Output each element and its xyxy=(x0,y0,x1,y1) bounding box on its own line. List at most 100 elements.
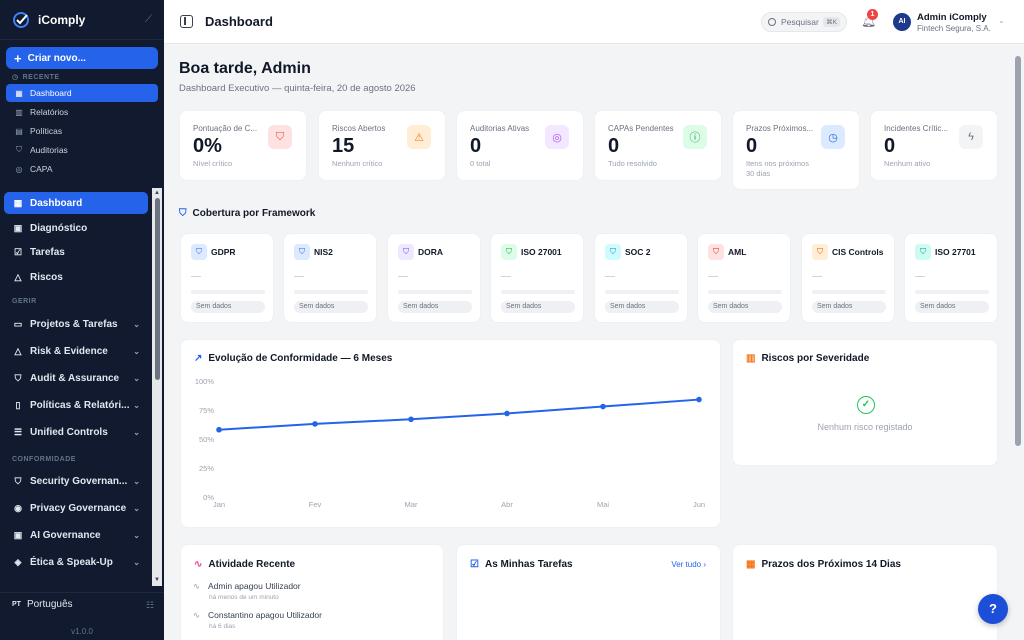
nav-tarefas[interactable]: ☑ Tarefas xyxy=(4,241,148,263)
deadlines-title-text: Prazos dos Próximos 14 Dias xyxy=(761,559,901,570)
chevron-down-icon: ⌄ xyxy=(133,427,140,437)
nav-ai-governance[interactable]: ▣ AI Governance ⌄ xyxy=(4,524,148,546)
nav-risk-evidence[interactable]: △ Risk & Evidence ⌄ xyxy=(4,340,148,362)
nav-label: Audit & Assurance xyxy=(30,372,120,384)
data-point[interactable] xyxy=(408,416,414,423)
kpi-sub: Tudo resolvido xyxy=(608,159,657,168)
warning-icon: △ xyxy=(14,345,22,356)
data-point[interactable] xyxy=(696,396,702,403)
framework-card-iso27701[interactable]: ⛉ ISO 27701 Sem dados xyxy=(904,233,998,323)
activity-item[interactable]: ∿ Constantino apagou Utilizador xyxy=(193,610,322,621)
nav-security-governance[interactable]: ⛉ Security Governan... ⌄ xyxy=(4,470,148,492)
recent-item-relatorios[interactable]: ▥ Relatórios xyxy=(6,103,158,121)
nav-audit-assurance[interactable]: ⛉ Audit & Assurance ⌄ xyxy=(4,367,148,389)
kpi-card-open-risks[interactable]: Riscos Abertos 15 Nenhum crítico ⚠︎ xyxy=(318,110,446,181)
framework-card-iso27001[interactable]: ⛉ ISO 27001 Sem dados xyxy=(490,233,584,323)
nav-label: Tarefas xyxy=(30,246,65,258)
help-button[interactable]: ? xyxy=(978,594,1008,624)
nav-label: Risk & Evidence xyxy=(30,345,108,357)
warning-icon: ⚠︎ xyxy=(407,125,431,149)
chevron-down-icon[interactable]: ⌄ xyxy=(998,16,1005,25)
frameworks-section-title: ⛉ Cobertura por Framework xyxy=(179,208,315,219)
recent-label-text: RECENTE xyxy=(22,73,60,81)
nav-label: Ética & Speak-Up xyxy=(30,556,113,568)
shield-icon: ⛉ xyxy=(268,125,292,149)
language-label: Português xyxy=(26,599,73,610)
status-badge: Sem dados xyxy=(501,301,575,313)
avatar[interactable]: AI xyxy=(893,13,911,31)
recent-item-dashboard[interactable]: ▦ Dashboard xyxy=(6,84,158,102)
nav-etica-speakup[interactable]: ◈ Ética & Speak-Up ⌄ xyxy=(4,551,148,573)
kpi-card-critical-incidents[interactable]: Incidentes Crític... 0 Nenhum ativo ϟ xyxy=(870,110,998,181)
language-selector[interactable]: PT Português xyxy=(12,599,73,610)
data-point[interactable] xyxy=(504,410,510,417)
recent-item-capa[interactable]: ◎ CAPA xyxy=(6,160,158,178)
framework-card-dora[interactable]: ⛉ DORA Sem dados xyxy=(387,233,481,323)
data-point[interactable] xyxy=(312,421,318,427)
chevron-down-icon: ⌄ xyxy=(133,530,140,540)
gerir-section-label: GERIR xyxy=(12,298,37,305)
data-point[interactable] xyxy=(600,403,606,410)
scroll-up-icon[interactable]: ▲ xyxy=(154,190,160,196)
sidebar-scrollbar-thumb[interactable] xyxy=(155,198,160,380)
recent-item-auditorias[interactable]: ⛉ Auditorias xyxy=(6,141,158,159)
toggle-sidebar-icon[interactable] xyxy=(180,15,193,28)
nav-diagnostico[interactable]: ▣ Diagnóstico xyxy=(4,217,148,239)
framework-card-cis-controls[interactable]: ⛉ CIS Controls Sem dados xyxy=(801,233,895,323)
bar-chart-icon: ▥ xyxy=(15,107,23,117)
settings-sliders-icon[interactable]: ☷ xyxy=(146,600,155,610)
kpi-card-upcoming-deadlines[interactable]: Prazos Próximos... 0 Itens nos próximos … xyxy=(732,110,860,190)
activity-time: há menos de um minuto xyxy=(209,594,279,601)
nav-dashboard[interactable]: ▦ Dashboard xyxy=(4,192,148,214)
see-all-link[interactable]: Ver tudo › xyxy=(671,560,706,569)
recent-item-label: Relatórios xyxy=(30,107,69,117)
nav-projetos-tarefas[interactable]: ▭ Projetos & Tarefas ⌄ xyxy=(4,313,148,335)
user-name[interactable]: Admin iComply xyxy=(917,12,987,23)
score-placeholder xyxy=(915,276,925,277)
sidebar-scrollbar[interactable] xyxy=(152,188,162,586)
kpi-sub: Itens nos próximos 30 dias xyxy=(746,159,809,178)
sidebar: iComply ⟋ + Criar novo... ◷ RECENTE ▦ Da… xyxy=(0,0,164,640)
plus-icon: + xyxy=(14,50,22,66)
progress-bar xyxy=(605,290,679,294)
kpi-card-active-audits[interactable]: Auditorias Ativas 0 0 total ◎ xyxy=(456,110,584,181)
score-placeholder xyxy=(708,276,718,277)
framework-card-aml[interactable]: ⛉ AML Sem dados xyxy=(697,233,791,323)
y-tick-label: 75% xyxy=(199,406,214,415)
main-scrollbar[interactable] xyxy=(1015,56,1021,446)
nav-politicas-relatorios[interactable]: ▯ Políticas & Relatóri... ⌄ xyxy=(4,394,148,416)
chart-title: ↗ Evolução de Conformidade — 6 Meses xyxy=(194,353,392,364)
nav-unified-controls[interactable]: ☰ Unified Controls ⌄ xyxy=(4,421,148,443)
framework-card-nis2[interactable]: ⛉ NIS2 Sem dados xyxy=(283,233,377,323)
kpi-card-compliance-score[interactable]: Pontuação de C... 0% Nível crítico ⛉ xyxy=(179,110,307,181)
x-tick-label: Jun xyxy=(693,500,705,509)
nav-riscos[interactable]: △ Riscos xyxy=(4,266,148,288)
nav-label: Privacy Governance xyxy=(30,502,127,514)
data-point[interactable] xyxy=(216,426,222,433)
cpu-icon: ▣ xyxy=(13,529,23,540)
nav-label: Security Governan... xyxy=(30,475,128,487)
create-new-button[interactable]: + Criar novo... xyxy=(6,47,158,69)
kpi-card-pending-capas[interactable]: CAPAs Pendentes 0 Tudo resolvido ⓘ xyxy=(594,110,722,181)
nav-privacy-governance[interactable]: ◉ Privacy Governance ⌄ xyxy=(4,497,148,519)
shield-icon: ⛉ xyxy=(812,244,828,260)
shield-icon: ⛉ xyxy=(191,244,207,260)
recent-item-politicas[interactable]: ▤ Políticas xyxy=(6,122,158,140)
activity-icon: ∿ xyxy=(194,559,203,570)
activity-object: Utilizador xyxy=(286,610,322,620)
app-name: iComply xyxy=(38,12,86,27)
scroll-down-icon[interactable]: ▼ xyxy=(154,577,160,583)
y-tick-label: 50% xyxy=(199,435,214,444)
progress-bar xyxy=(191,290,265,294)
framework-card-soc2[interactable]: ⛉ SOC 2 Sem dados xyxy=(594,233,688,323)
x-tick-label: Abr xyxy=(501,500,513,509)
progress-bar xyxy=(708,290,782,294)
framework-card-gdpr[interactable]: ⛉ GDPR Sem dados xyxy=(180,233,274,323)
progress-bar xyxy=(501,290,575,294)
pin-sidebar-icon[interactable]: ⟋ xyxy=(145,14,152,25)
my-tasks-card: ☑ As Minhas Tarefas Ver tudo › xyxy=(456,544,721,640)
framework-name: GDPR xyxy=(211,247,236,257)
activity-item[interactable]: ∿ Admin apagou Utilizador xyxy=(193,581,301,592)
search-input[interactable]: Pesquisar ⌘K xyxy=(761,12,847,32)
grid-icon: ▦ xyxy=(15,88,23,98)
